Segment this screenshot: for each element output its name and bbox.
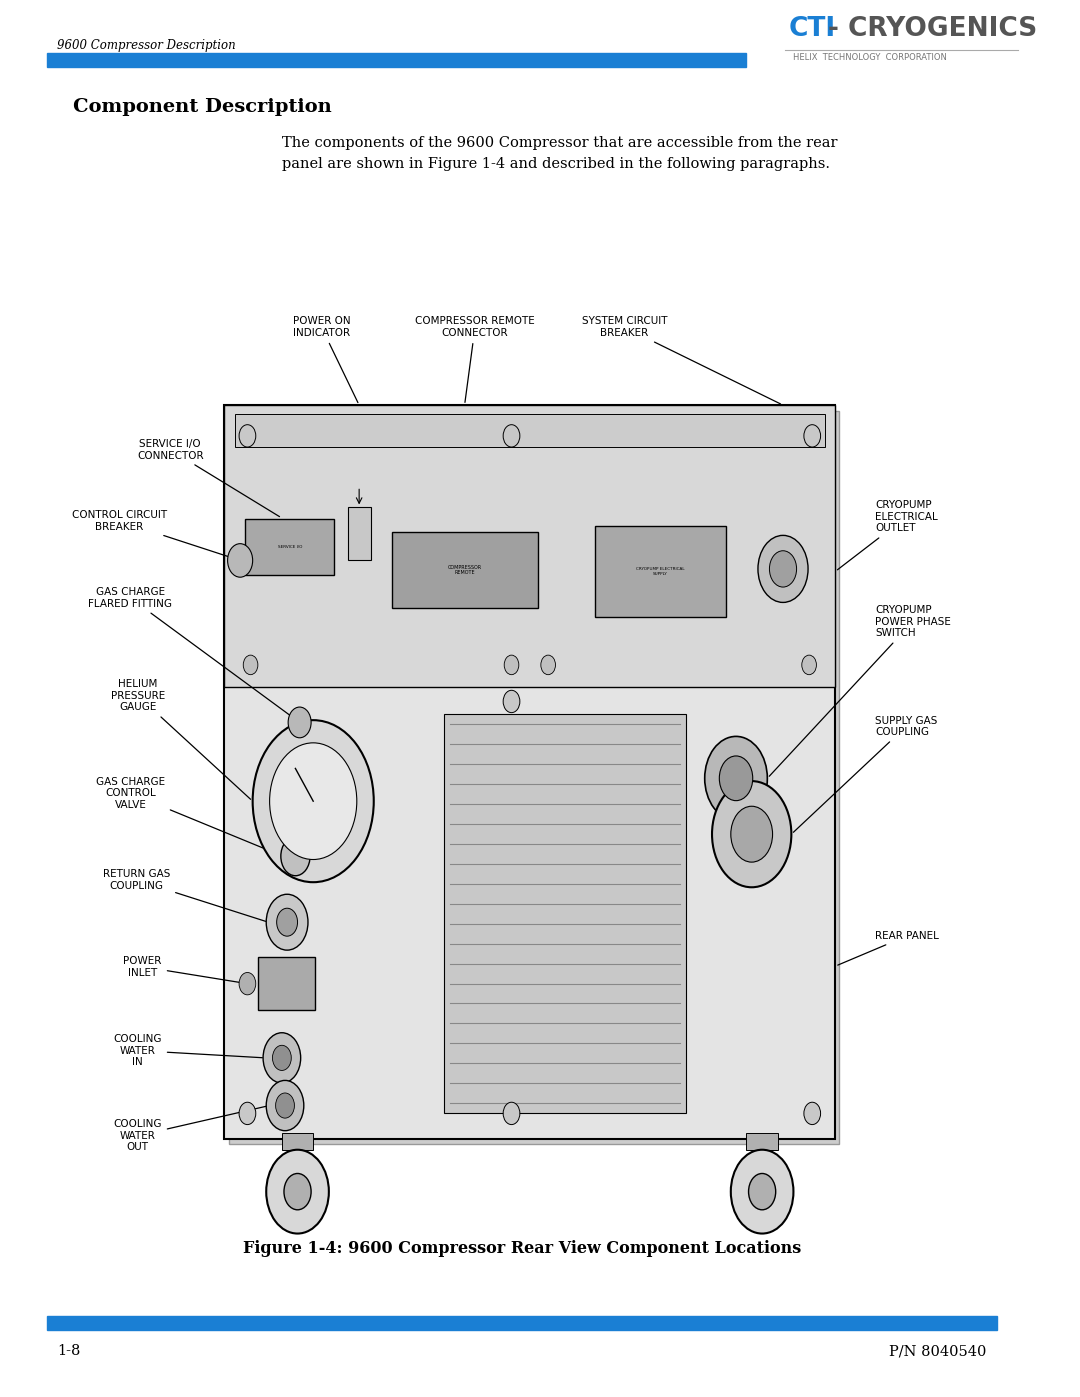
- Text: SERVICE I/O
CONNECTOR: SERVICE I/O CONNECTOR: [137, 439, 280, 517]
- Text: POWER
INLET: POWER INLET: [123, 956, 245, 983]
- Text: COMPRESSOR
REMOTE: COMPRESSOR REMOTE: [447, 564, 482, 576]
- Circle shape: [267, 1080, 303, 1130]
- Circle shape: [239, 425, 256, 447]
- Bar: [225, 405, 835, 1139]
- Bar: [235, 414, 825, 447]
- Bar: [48, 53, 746, 67]
- Circle shape: [804, 1102, 821, 1125]
- Bar: [595, 527, 726, 617]
- Bar: [348, 507, 370, 560]
- Circle shape: [267, 1150, 329, 1234]
- Bar: [258, 957, 315, 1010]
- Text: COMPRESSOR REMOTE
CONNECTOR: COMPRESSOR REMOTE CONNECTOR: [415, 317, 535, 402]
- Bar: [746, 1133, 778, 1150]
- Circle shape: [503, 1102, 519, 1125]
- Circle shape: [253, 721, 374, 883]
- Circle shape: [281, 837, 310, 876]
- Circle shape: [239, 1102, 256, 1125]
- Circle shape: [503, 425, 519, 447]
- Circle shape: [758, 535, 808, 602]
- Text: P/N 8040540: P/N 8040540: [889, 1344, 987, 1358]
- Circle shape: [272, 1045, 292, 1070]
- Circle shape: [243, 655, 258, 675]
- Circle shape: [504, 655, 518, 675]
- Text: CRYOPUMP
POWER PHASE
SWITCH: CRYOPUMP POWER PHASE SWITCH: [769, 605, 950, 777]
- Text: - CRYOGENICS: - CRYOGENICS: [828, 17, 1037, 42]
- Circle shape: [503, 690, 519, 712]
- Text: Component Description: Component Description: [73, 98, 332, 116]
- Circle shape: [275, 1092, 295, 1118]
- Text: 1-8: 1-8: [57, 1344, 81, 1358]
- Text: SUPPLY GAS
COUPLING: SUPPLY GAS COUPLING: [794, 715, 937, 833]
- Bar: [392, 532, 538, 609]
- Text: HELIUM
PRESSURE
GAUGE: HELIUM PRESSURE GAUGE: [111, 679, 251, 799]
- Text: CONTROL CIRCUIT
BREAKER: CONTROL CIRCUIT BREAKER: [72, 510, 238, 560]
- Bar: [245, 518, 334, 574]
- Circle shape: [748, 1173, 775, 1210]
- Circle shape: [712, 781, 792, 887]
- Bar: [229, 411, 839, 1144]
- Circle shape: [264, 1032, 300, 1083]
- Text: COOLING
WATER
OUT: COOLING WATER OUT: [113, 1106, 267, 1153]
- Circle shape: [267, 894, 308, 950]
- Text: The components of the 9600 Compressor that are accessible from the rear: The components of the 9600 Compressor th…: [282, 136, 837, 149]
- Text: POWER ON
INDICATOR: POWER ON INDICATOR: [293, 317, 357, 402]
- Bar: [282, 1133, 313, 1150]
- Text: GAS CHARGE
CONTROL
VALVE: GAS CHARGE CONTROL VALVE: [96, 777, 281, 855]
- Circle shape: [541, 655, 555, 675]
- Circle shape: [284, 1173, 311, 1210]
- Text: panel are shown in Figure 1-4 and described in the following paragraphs.: panel are shown in Figure 1-4 and descri…: [282, 156, 829, 170]
- Text: SYSTEM CIRCUIT
BREAKER: SYSTEM CIRCUIT BREAKER: [581, 317, 781, 404]
- Circle shape: [228, 543, 253, 577]
- Circle shape: [731, 806, 772, 862]
- Text: RETURN GAS
COUPLING: RETURN GAS COUPLING: [103, 869, 266, 922]
- Circle shape: [731, 1150, 794, 1234]
- Text: HELIX  TECHNOLOGY  CORPORATION: HELIX TECHNOLOGY CORPORATION: [794, 53, 947, 61]
- Circle shape: [719, 756, 753, 800]
- Text: Figure 1-4: 9600 Compressor Rear View Component Locations: Figure 1-4: 9600 Compressor Rear View Co…: [243, 1241, 801, 1257]
- Circle shape: [270, 743, 356, 859]
- Circle shape: [801, 655, 816, 675]
- Text: CRYOPUMP ELECTRICAL
SUPPLY: CRYOPUMP ELECTRICAL SUPPLY: [636, 567, 685, 576]
- Text: SERVICE I/O: SERVICE I/O: [278, 545, 302, 549]
- Bar: [48, 1316, 997, 1330]
- Text: CRYOPUMP
ELECTRICAL
OUTLET: CRYOPUMP ELECTRICAL OUTLET: [837, 500, 937, 570]
- Circle shape: [239, 972, 256, 995]
- Circle shape: [276, 908, 298, 936]
- Text: REAR PANEL: REAR PANEL: [838, 930, 939, 965]
- Circle shape: [804, 425, 821, 447]
- Circle shape: [705, 736, 768, 820]
- Circle shape: [288, 707, 311, 738]
- Text: GAS CHARGE
FLARED FITTING: GAS CHARGE FLARED FITTING: [89, 587, 297, 721]
- Text: CTI: CTI: [788, 17, 835, 42]
- Circle shape: [769, 550, 797, 587]
- Text: COOLING
WATER
IN: COOLING WATER IN: [113, 1034, 262, 1067]
- Bar: [225, 405, 835, 687]
- Text: 9600 Compressor Description: 9600 Compressor Description: [57, 39, 237, 52]
- Bar: [444, 714, 686, 1113]
